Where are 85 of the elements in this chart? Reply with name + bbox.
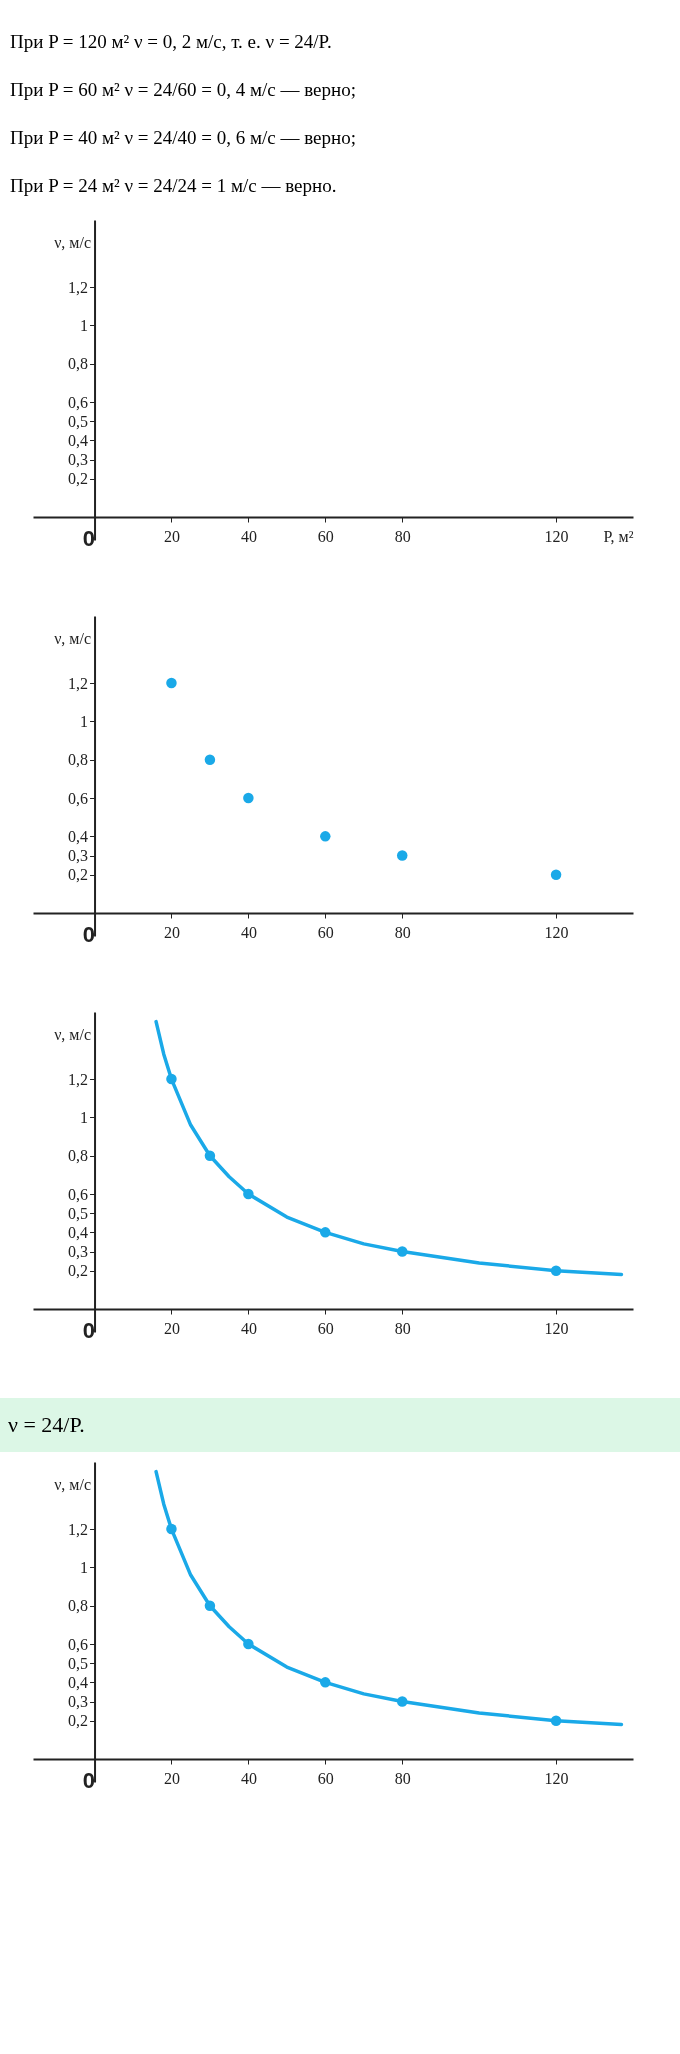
point [550, 1715, 562, 1726]
y-axis-title: ν, м/с [54, 233, 92, 251]
point [320, 1677, 331, 1688]
y-axis-title: ν, м/с [54, 1025, 92, 1043]
y-tick-label: 0,8 [68, 1147, 89, 1165]
y-tick-label: 0,5 [68, 1654, 89, 1672]
point [204, 754, 216, 765]
y-tick-label: 0,2 [68, 1712, 89, 1730]
x-tick-label: 20 [163, 1769, 180, 1787]
point [166, 1523, 177, 1535]
x-tick-label: 120 [544, 1319, 569, 1337]
x-tick-label: 20 [163, 1319, 180, 1337]
y-tick-label: 0,2 [68, 1262, 89, 1280]
x-tick-label: 60 [317, 1769, 334, 1787]
x-tick-label: 0 [82, 1767, 96, 1793]
chart-title: ν = 24/P. [0, 1398, 680, 1452]
x-tick-label: 60 [317, 1319, 334, 1337]
x-axis-title: P, м² [603, 527, 634, 545]
y-tick-label: 0,2 [68, 866, 89, 884]
y-tick-label: 0,4 [68, 1223, 89, 1241]
point [204, 1150, 216, 1161]
y-tick-label: 0,4 [68, 431, 89, 449]
x-tick-label: 80 [394, 1319, 411, 1337]
y-tick-label: 0,3 [68, 847, 89, 865]
point [550, 1265, 562, 1276]
y-tick-label: 1 [80, 1558, 89, 1576]
point [396, 1246, 408, 1257]
y-tick-label: 1 [80, 712, 89, 730]
y-tick-label: 0,4 [68, 827, 89, 845]
y-tick-label: 0,3 [68, 451, 89, 469]
text: При P = 40 м² ν = 24/40 = 0, 6 м/с — верно; [10, 127, 356, 148]
x-tick-label: 60 [317, 923, 334, 941]
point [204, 1600, 216, 1611]
x-tick-label: 20 [163, 923, 180, 941]
y-tick-label: 0,3 [68, 1243, 89, 1261]
y-tick-label: 1 [80, 316, 89, 334]
y-tick-label: 1,2 [68, 1520, 89, 1538]
x-tick-label: 40 [240, 1769, 257, 1787]
x-tick-label: 80 [394, 527, 411, 545]
y-tick-label: 0,6 [68, 789, 89, 807]
y-tick-label: 0,2 [68, 470, 89, 488]
x-tick-label: 80 [394, 923, 411, 941]
y-tick-label: 1 [80, 1108, 89, 1126]
x-tick-label: 120 [544, 1769, 569, 1787]
point [396, 850, 408, 861]
point [243, 1188, 254, 1200]
y-tick-label: 0,6 [68, 393, 89, 411]
y-tick-label: 0,8 [68, 1597, 89, 1615]
line-series [154, 1469, 624, 1727]
y-tick-label: 1,2 [68, 1070, 89, 1088]
y-tick-label: 0,6 [68, 1185, 89, 1203]
x-tick-label: 0 [82, 525, 96, 551]
y-axis-title: ν, м/с [54, 629, 92, 647]
point [320, 1227, 331, 1238]
x-tick-label: 80 [394, 1769, 411, 1787]
point [243, 1638, 254, 1650]
y-tick-label: 0,3 [68, 1693, 89, 1711]
x-tick-label: 0 [82, 921, 96, 947]
line-series [154, 1019, 624, 1277]
point [166, 1073, 177, 1085]
x-tick-label: 0 [82, 1317, 96, 1343]
x-tick-label: 120 [544, 527, 569, 545]
point [550, 869, 562, 880]
x-tick-label: 40 [240, 1319, 257, 1337]
y-tick-label: 1,2 [68, 278, 89, 296]
y-tick-label: 0,6 [68, 1635, 89, 1653]
y-tick-label: 0,4 [68, 1673, 89, 1691]
y-tick-label: 0,5 [68, 1204, 89, 1222]
x-tick-label: 120 [544, 923, 569, 941]
y-tick-label: 0,8 [68, 355, 89, 373]
point [243, 792, 254, 804]
y-tick-label: 1,2 [68, 674, 89, 692]
text: При P = 24 м² ν = 24/24 = 1 м/с — верно. [10, 175, 337, 196]
point [396, 1696, 408, 1707]
point [166, 677, 177, 689]
text: При P = 60 м² ν = 24/60 = 0, 4 м/с — верно; [10, 79, 356, 100]
x-tick-label: 40 [240, 923, 257, 941]
y-tick-label: 0,8 [68, 751, 89, 769]
x-tick-label: 20 [163, 527, 180, 545]
point [320, 831, 331, 842]
y-tick-label: 0,5 [68, 412, 89, 430]
x-tick-label: 40 [240, 527, 257, 545]
y-axis-title: ν, м/с [54, 1475, 92, 1493]
x-tick-label: 60 [317, 527, 334, 545]
text: При P = 120 м² ν = 0, 2 м/с, т. е. ν = 24/P. [10, 31, 332, 52]
